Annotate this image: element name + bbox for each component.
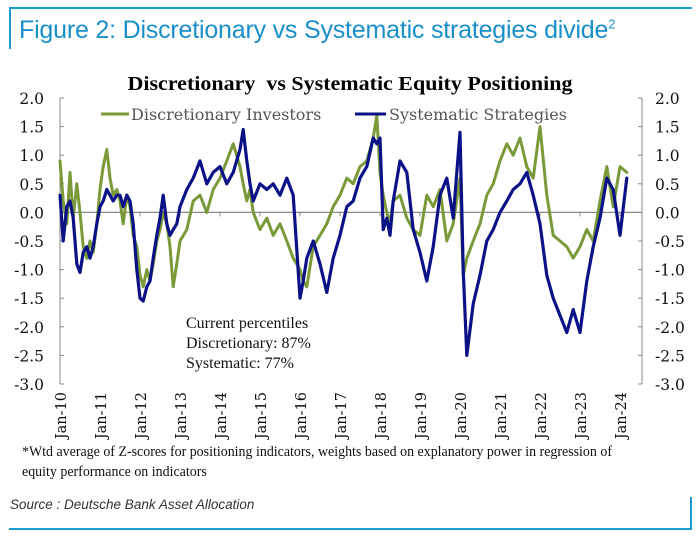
y-tick-label-right: -1.0 — [655, 262, 685, 280]
y-tick-label-right: 1.5 — [655, 119, 680, 137]
figure-title-superscript: 2 — [608, 16, 616, 32]
y-tick-label-left: 0.5 — [19, 176, 44, 194]
series-line-discretionary — [58, 113, 629, 289]
y-tick-label-left: 2.0 — [19, 90, 44, 108]
x-tick-label: Jan-10 — [54, 392, 70, 440]
x-tick-label: Jan-21 — [494, 392, 510, 440]
axes: 2.0 2.0 1.5 1.5 1.0 1.0 0.5 0.5 0.0 0.0 -0.5 -0.5 -1… — [14, 90, 685, 440]
series-line-systematic — [58, 127, 629, 357]
y-tick-label-right: -1.5 — [655, 290, 685, 308]
y-tick-label-right: 0.5 — [655, 176, 680, 194]
annotation-discretionary: Discretionary: 87% — [186, 335, 311, 352]
y-tick-label-left: -2.0 — [14, 319, 44, 337]
y-tick-label-left: -3.0 — [14, 376, 44, 394]
x-tick-label: Jan-16 — [294, 392, 310, 440]
chart-title: Discretionary vs Systematic Equity Posit… — [128, 73, 573, 95]
x-tick-label: Jan-12 — [134, 392, 150, 440]
source-note: Source : Deutsche Bank Asset Allocation — [10, 497, 255, 512]
x-tick-label: Jan-22 — [534, 392, 550, 440]
y-tick-label-left: -1.5 — [14, 290, 44, 308]
y-tick-label-right: 2.0 — [655, 90, 680, 108]
figure-frame-top — [9, 7, 692, 9]
y-tick-label-left: 1.0 — [19, 147, 44, 165]
x-tick-label: Jan-13 — [174, 392, 190, 440]
x-tick-label: Jan-17 — [334, 392, 350, 440]
figure-frame-bottom — [9, 528, 692, 530]
x-tick-label: Jan-11 — [94, 392, 110, 440]
legend-label-systematic: Systematic Strategies — [389, 105, 567, 124]
y-tick-label-left: 1.5 — [19, 119, 44, 137]
figure-title: Figure 2: Discretionary vs Systematic st… — [19, 16, 615, 45]
y-tick-label-right: -0.5 — [655, 233, 685, 251]
x-tick-label: Jan-20 — [454, 392, 470, 440]
chart-footnote: *Wtd average of Z-scores for positioning… — [22, 444, 612, 480]
y-tick-label-left: -1.0 — [14, 262, 44, 280]
y-tick-label-right: 1.0 — [655, 147, 680, 165]
annotation-systematic: Systematic: 77% — [186, 355, 294, 372]
y-tick-label-left: -0.5 — [14, 233, 44, 251]
y-tick-label-right: 0.0 — [655, 204, 680, 222]
percentile-annotation: Current percentiles Discretionary: 87% S… — [186, 315, 311, 372]
annotation-heading: Current percentiles — [186, 315, 308, 332]
y-tick-label-right: -2.5 — [655, 347, 685, 365]
x-tick-label: Jan-24 — [614, 392, 630, 440]
y-tick-label-left: -2.5 — [14, 347, 44, 365]
line-chart: Discretionary vs Systematic Equity Posit… — [14, 73, 685, 440]
figure-frame-right — [690, 497, 692, 529]
legend: Discretionary Investors Systematic Strat… — [101, 105, 567, 124]
x-tick-label: Jan-23 — [574, 392, 590, 440]
x-tick-label: Jan-19 — [414, 392, 430, 440]
y-tick-label-right: -3.0 — [655, 376, 685, 394]
y-tick-label-right: -2.0 — [655, 319, 685, 337]
y-tick-label-left: 0.0 — [19, 204, 44, 222]
figure-frame-left — [9, 7, 11, 49]
x-tick-label: Jan-14 — [214, 392, 230, 440]
legend-label-discretionary: Discretionary Investors — [131, 105, 321, 124]
x-tick-label: Jan-18 — [374, 392, 390, 440]
x-tick-label: Jan-15 — [254, 392, 270, 440]
figure-title-text: Figure 2: Discretionary vs Systematic st… — [19, 16, 609, 44]
series-layer — [58, 113, 629, 357]
